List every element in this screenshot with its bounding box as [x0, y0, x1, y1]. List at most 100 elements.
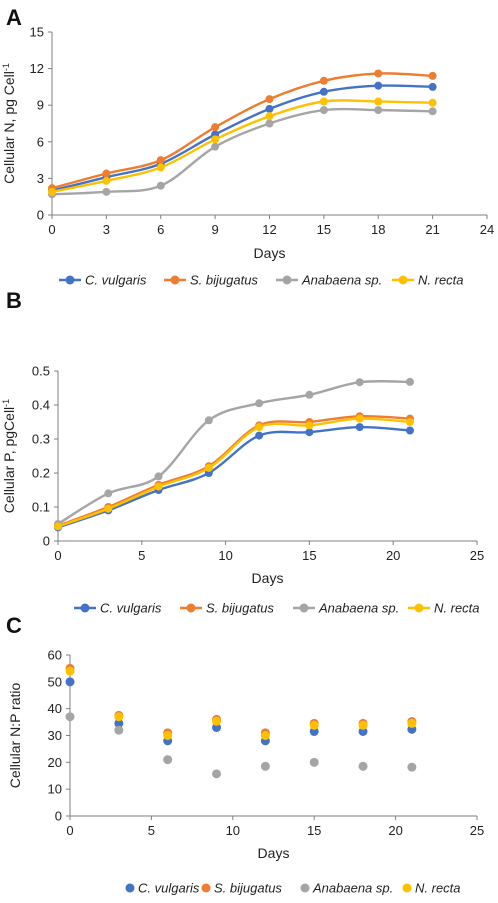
data-point [374, 106, 383, 115]
y-tick-label: 0 [55, 809, 62, 824]
x-tick-label: 15 [317, 222, 331, 237]
data-point [212, 722, 222, 732]
data-point [260, 731, 270, 740]
data-point [65, 712, 75, 722]
data-point [156, 163, 165, 172]
y-tick-label: 9 [37, 98, 44, 113]
legend-marker [125, 883, 135, 893]
data-point [407, 718, 417, 728]
data-point [204, 463, 213, 472]
data-point [358, 726, 368, 736]
x-tick-label: 20 [386, 548, 400, 563]
y-tick-label: 0 [37, 208, 44, 223]
legend-marker [300, 883, 310, 893]
legend-marker [201, 883, 211, 893]
data-point [154, 482, 163, 491]
data-point [355, 414, 364, 423]
series-line [57, 379, 411, 526]
y-tick-label: 40 [48, 701, 62, 716]
data-point [255, 399, 264, 408]
data-point [428, 71, 437, 80]
data-point [428, 98, 437, 107]
series-line [57, 425, 411, 529]
data-point [102, 187, 111, 196]
y-tick-label: 6 [37, 134, 44, 149]
x-tick-label: 24 [480, 222, 494, 237]
y-tick-label: 0.5 [32, 364, 50, 379]
x-tick-label: 12 [262, 222, 276, 237]
panel-label: B [6, 288, 22, 313]
data-point [211, 135, 220, 144]
legend: C. vulgaris S. bijugatus Anabaena sp. N. re… [59, 273, 464, 288]
series-line [51, 107, 433, 196]
series-line [51, 84, 433, 192]
data-point [319, 76, 328, 85]
y-tick-label: 50 [48, 674, 62, 689]
data-point [156, 156, 165, 165]
x-tick-label: 21 [425, 222, 439, 237]
data-point [212, 716, 222, 726]
legend-label: C. vulgaris [138, 881, 200, 896]
data-point [319, 106, 328, 115]
data-point [48, 187, 56, 196]
legend-marker [170, 275, 180, 285]
data-point [265, 95, 274, 104]
data-point [156, 181, 165, 190]
x-tick-label: 6 [157, 222, 164, 237]
data-point [309, 720, 319, 730]
data-point [163, 731, 173, 740]
x-tick-label: 20 [388, 823, 402, 838]
y-tick-label: 30 [48, 728, 62, 743]
data-point [374, 97, 383, 106]
x-tick-label: 5 [138, 548, 145, 563]
data-point [428, 82, 437, 91]
data-point [309, 757, 319, 767]
y-tick-label: 60 [48, 648, 62, 663]
x-tick-label: 0 [54, 548, 61, 563]
data-point [255, 423, 264, 432]
data-point [102, 169, 111, 178]
legend-label: C. vulgaris [100, 601, 162, 616]
y-tick-label: 15 [30, 25, 44, 40]
data-point [211, 142, 220, 151]
data-point [407, 762, 417, 772]
data-point [374, 81, 383, 90]
x-tick-label: 3 [103, 222, 110, 237]
data-point [260, 761, 270, 771]
x-axis-title: Days [254, 245, 286, 261]
data-point [265, 112, 274, 121]
data-point [104, 504, 113, 513]
legend-marker [80, 603, 90, 613]
panel-label: A [6, 5, 22, 30]
legend-marker [299, 603, 309, 613]
legend-label: S. bijugatus [190, 273, 258, 288]
y-tick-label: 20 [48, 755, 62, 770]
y-tick-label: 12 [30, 61, 44, 76]
legend-label: N. recta [434, 601, 480, 616]
legend-label: N. recta [415, 881, 461, 896]
x-tick-label: 15 [302, 548, 316, 563]
data-point [255, 431, 264, 440]
legend-label: S. bijugatus [214, 881, 282, 896]
data-point [319, 97, 328, 106]
data-point [65, 666, 75, 676]
x-tick-label: 5 [148, 823, 155, 838]
panel-c: C 0 5 10 15 20 25 0 10 20 30 40 50 60 Days Cellular N:P… [6, 613, 484, 896]
series-line [51, 99, 433, 193]
x-tick-label: 18 [371, 222, 385, 237]
y-axis-title: Cellular N, pg Cell-1 [1, 63, 17, 184]
legend-marker [282, 275, 292, 285]
y-tick-label: 0.1 [32, 500, 50, 515]
data-point [265, 104, 274, 113]
data-point [211, 123, 220, 132]
legend-label: S. bijugatus [206, 601, 274, 616]
y-tick-label: 3 [37, 171, 44, 186]
y-tick-label: 0.2 [32, 466, 50, 481]
data-point [358, 720, 368, 730]
x-tick-label: 9 [212, 222, 219, 237]
x-tick-label: 25 [470, 823, 484, 838]
y-axis-title: Cellular P, pgCell-1 [1, 399, 17, 513]
data-point [265, 119, 274, 128]
data-point [114, 718, 124, 728]
